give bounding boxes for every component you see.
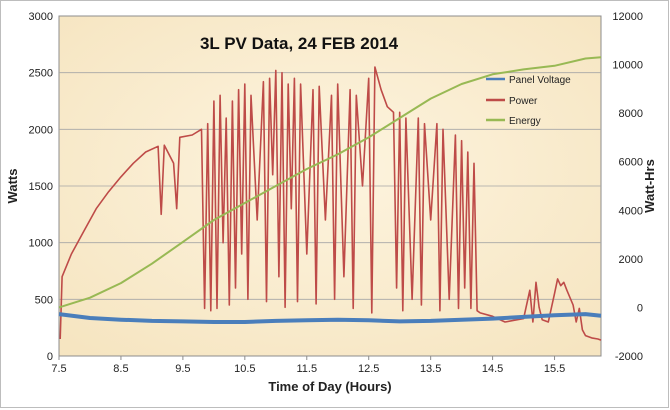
legend-label-power: Power bbox=[509, 96, 538, 107]
x-tick-label: 14.5 bbox=[482, 363, 503, 375]
y2-tick-label: 8000 bbox=[619, 108, 643, 120]
x-tick-label: 9.5 bbox=[175, 363, 190, 375]
y-tick-label: 3000 bbox=[29, 11, 53, 23]
chart-title: 3L PV Data, 24 FEB 2014 bbox=[200, 34, 399, 53]
x-tick-label: 15.5 bbox=[544, 363, 565, 375]
y2-tick-label: 2000 bbox=[619, 254, 643, 266]
legend-label-energy: Energy bbox=[509, 116, 541, 127]
series-line-power bbox=[59, 66, 602, 341]
y2-tick-label: 4000 bbox=[619, 205, 643, 217]
series-line-energy bbox=[58, 56, 602, 309]
y-tick-label: 0 bbox=[47, 351, 53, 363]
x-tick-label: 8.5 bbox=[113, 363, 128, 375]
series-layer bbox=[58, 56, 602, 341]
y2-tick-label: 12000 bbox=[612, 11, 643, 23]
x-axis-title: Time of Day (Hours) bbox=[268, 379, 391, 394]
y2-tick-label: 0 bbox=[637, 302, 643, 314]
legend: Panel Voltage Power Energy bbox=[486, 75, 571, 127]
y-tick-label: 1500 bbox=[29, 181, 53, 193]
grid-lines bbox=[59, 72, 601, 300]
y2-tick-label: 6000 bbox=[619, 157, 643, 169]
y2-tick-label: -2000 bbox=[615, 351, 643, 363]
y2-axis-title: Watt-Hrs bbox=[642, 159, 657, 213]
x-tick-label: 7.5 bbox=[51, 363, 66, 375]
x-tick-label: 11.5 bbox=[296, 363, 317, 375]
series-line-panel-voltage bbox=[58, 312, 602, 324]
y-tick-label: 1000 bbox=[29, 238, 53, 250]
y-axis-title: Watts bbox=[5, 169, 20, 204]
legend-label-panel-voltage: Panel Voltage bbox=[509, 75, 571, 86]
y-tick-label: 2500 bbox=[29, 68, 53, 80]
x-tick-label: 13.5 bbox=[420, 363, 441, 375]
axes: 0 500 1000 1500 2000 2500 3000 -2000 0 2000 4000 60… bbox=[29, 11, 643, 375]
y2-tick-label: 10000 bbox=[612, 60, 643, 72]
y-tick-label: 500 bbox=[35, 294, 53, 306]
x-tick-label: 12.5 bbox=[358, 363, 379, 375]
y-tick-label: 2000 bbox=[29, 124, 53, 136]
x-tick-label: 10.5 bbox=[234, 363, 255, 375]
